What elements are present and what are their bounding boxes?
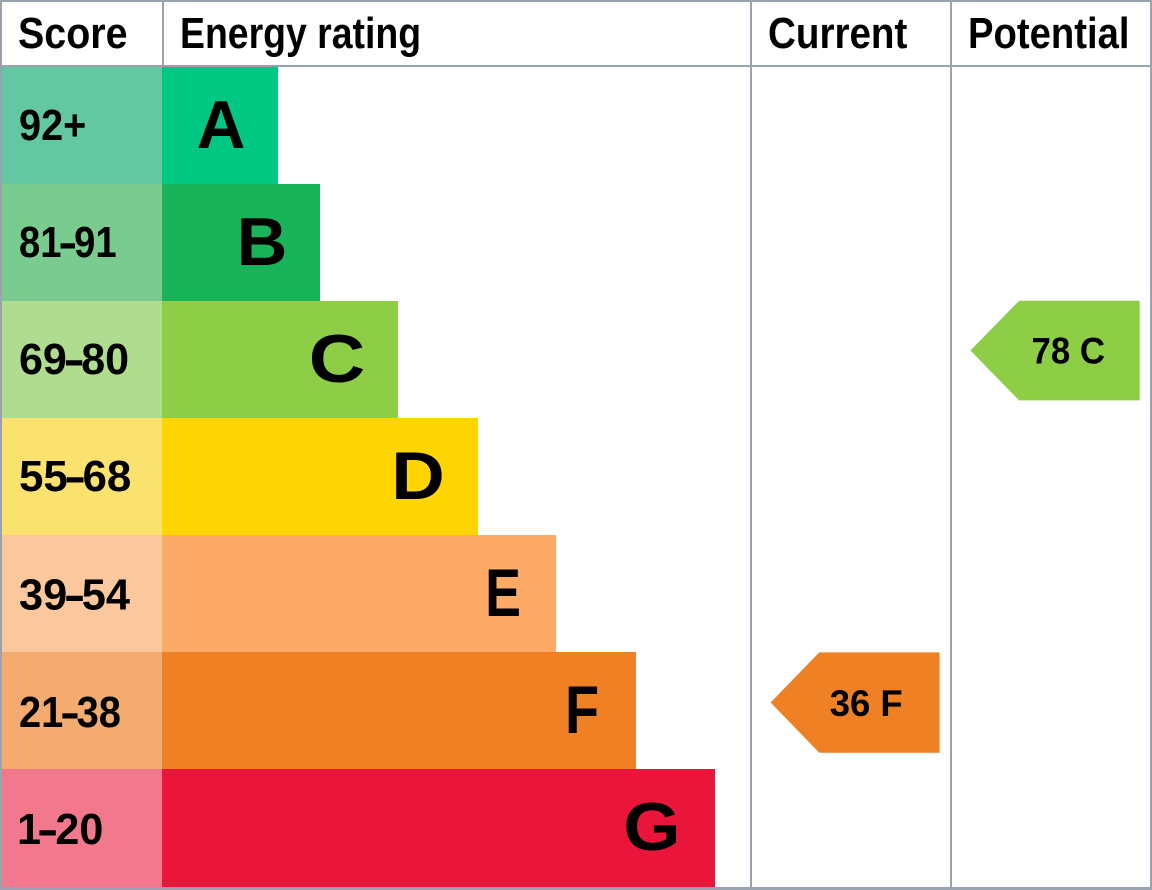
svg-text:78 C: 78 C	[1032, 331, 1106, 372]
svg-text:36 F: 36 F	[830, 683, 903, 724]
